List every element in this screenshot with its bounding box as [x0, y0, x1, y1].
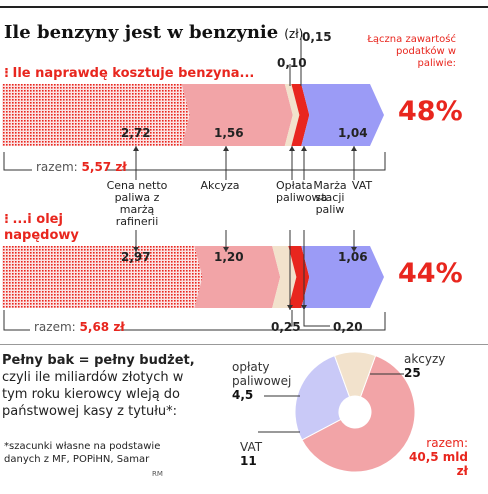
- pie-label-fuel-fee-value: 4,5: [232, 388, 254, 402]
- bar-segment-vat-diesel: [301, 246, 384, 308]
- value-diesel-fuel-fee: 0,25: [271, 320, 301, 334]
- pointer-line-fuel-fee-diesel: [288, 310, 293, 327]
- value-diesel-excise: 1,20: [214, 250, 244, 264]
- pie-label-fuel-fee: opłaty paliwowej 4,5: [232, 360, 292, 402]
- pie-label-excise-value: 25: [404, 366, 421, 380]
- value-diesel-margin: 0,20: [333, 320, 363, 334]
- pointer-arrow-icon: [301, 146, 307, 151]
- value-diesel-net: 2,97: [121, 250, 151, 264]
- pie-label-vat-value: 11: [240, 454, 257, 468]
- pie-label-excise: akcyzy 25: [404, 352, 460, 380]
- bar-segment-fuel-fee-gasoline: [284, 84, 300, 146]
- dots-icon: ⁝: [4, 212, 9, 227]
- bar-segment-excise-diesel: [194, 246, 281, 308]
- tax-percent-gasoline: 48%: [398, 96, 463, 127]
- value-gas-margin: 0,15: [302, 30, 332, 44]
- bottom-title-rest: czyli ile miliardów złotych w tym roku k…: [2, 370, 184, 419]
- page-title: Ile benzyny jest w benzynie (zł): [4, 22, 303, 43]
- bracket-total-gasoline: [106, 152, 386, 171]
- pie-slice-excise: [301, 354, 416, 473]
- dots-icon: ⁝: [4, 66, 9, 81]
- pointer-arrow-icon: [351, 146, 357, 151]
- category-excise: Akcyza: [200, 179, 240, 192]
- section-title-diesel-line2: napędowy: [4, 228, 79, 243]
- pointer-line-margin-diesel: [303, 310, 330, 327]
- bar-segment-net-price-gasoline: [2, 84, 190, 146]
- title-text: Ile benzyny jest w benzynie: [4, 22, 279, 43]
- pie-total-value: 40,5 mld zł: [409, 450, 468, 478]
- tax-note: Łączna zawartość podatków w paliwie:: [367, 34, 456, 69]
- bracket-total-diesel: [114, 312, 386, 331]
- total-diesel: razem: 5,68 zł: [34, 320, 125, 334]
- pie-label-vat: VAT 11: [240, 440, 262, 468]
- pointer-arrow-icon: [351, 247, 357, 252]
- pointer-arrow-icon: [287, 305, 293, 310]
- footnote: *szacunki własne na podstawie danych z M…: [4, 441, 161, 465]
- pie-slice-fuel-fee: [333, 351, 377, 398]
- bar-segment-excise-gasoline: [181, 84, 293, 146]
- bottom-title-bold: Pełny bak = pełny budżet,: [2, 353, 195, 368]
- top-rule: [0, 6, 488, 8]
- total-gasoline-value: 5,57 zł: [81, 160, 127, 174]
- category-vat: VAT: [351, 179, 373, 192]
- pointer-arrow-icon: [223, 247, 229, 252]
- bracket-total-gasoline: [3, 152, 32, 171]
- pointer-arrow-icon: [223, 146, 229, 151]
- title-unit: (zł): [284, 27, 304, 41]
- section-title-gasoline-text: Ile naprawdę kosztuje benzyna...: [12, 66, 255, 81]
- pie-label-excise-name: akcyzy: [404, 352, 446, 366]
- pointer-arrow-icon: [301, 305, 307, 310]
- pie-total-label: razem:: [426, 436, 468, 450]
- tax-percent-diesel: 44%: [398, 258, 463, 289]
- bottom-title: Pełny bak = pełny budżet, czyli ile mili…: [2, 352, 202, 420]
- pie-slice-vat: [294, 354, 351, 441]
- bar-segment-station-margin-gasoline: [291, 84, 310, 146]
- pie-label-vat-name: VAT: [240, 440, 263, 454]
- value-diesel-vat: 1,06: [338, 250, 368, 264]
- pie-label-fuel-fee-name: opłaty paliwowej: [232, 360, 292, 388]
- total-gasoline: razem: 5,57 zł: [36, 160, 127, 174]
- category-net-price: Cena netto paliwa z marżą rafinerii: [106, 179, 168, 228]
- bar-segment-vat-gasoline: [301, 84, 384, 146]
- value-gas-fuel-fee: 0,10: [277, 56, 307, 70]
- pie-total: razem: 40,5 mld zł: [408, 436, 468, 478]
- total-diesel-label: razem:: [34, 320, 76, 334]
- section-title-diesel-line1: ...i olej: [12, 212, 63, 227]
- pointer-arrow-icon: [133, 146, 139, 151]
- total-diesel-value: 5,68 zł: [79, 320, 125, 334]
- value-gas-net: 2,72: [121, 126, 151, 140]
- section-title-diesel: ⁝ ...i olej napędowy: [4, 212, 79, 244]
- value-gas-excise: 1,56: [214, 126, 244, 140]
- section-divider: [0, 344, 488, 345]
- value-gas-vat: 1,04: [338, 126, 368, 140]
- credit: RM: [152, 470, 163, 478]
- bracket-total-diesel: [3, 310, 30, 331]
- total-gasoline-label: razem:: [36, 160, 78, 174]
- category-station-margin: Marża stacji paliw: [313, 179, 347, 216]
- pointer-arrow-icon: [289, 146, 295, 151]
- section-title-gasoline: ⁝ Ile naprawdę kosztuje benzyna...: [4, 66, 254, 82]
- bar-segment-net-price-diesel: [2, 246, 203, 308]
- pointer-arrow-icon: [133, 247, 139, 252]
